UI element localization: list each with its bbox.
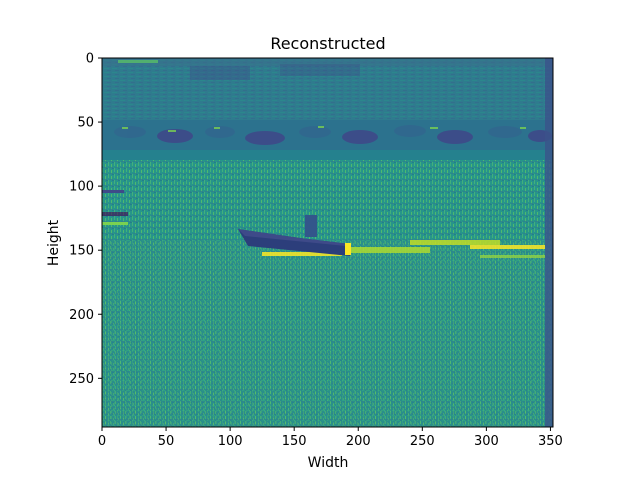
x-axis-label: Width (308, 455, 349, 471)
x-tick-label: 250 (410, 434, 435, 449)
y-tick-label: 200 (69, 308, 94, 323)
y-axis-label: Height (46, 219, 62, 266)
y-axis: 0 50 100 150 200 250 (69, 52, 102, 387)
x-tick-label: 150 (282, 434, 307, 449)
y-tick-label: 150 (69, 244, 94, 259)
x-tick-label: 100 (218, 434, 243, 449)
x-tick-label: 200 (346, 434, 371, 449)
x-tick-label: 0 (98, 434, 106, 449)
chart-title: Reconstructed (270, 34, 385, 53)
y-tick-label: 100 (69, 180, 94, 195)
plot-frame (101, 57, 554, 428)
y-tick-label: 50 (77, 116, 94, 131)
x-axis: 0 50 100 150 200 250 300 350 (98, 427, 563, 449)
boat-wake (262, 240, 545, 258)
heatmap-image (102, 58, 553, 427)
x-tick-label: 50 (158, 434, 175, 449)
boat (238, 215, 351, 256)
x-tick-label: 350 (538, 434, 563, 449)
x-tick-label: 300 (474, 434, 499, 449)
y-tick-label: 250 (69, 372, 94, 387)
y-tick-label: 0 (86, 52, 94, 67)
